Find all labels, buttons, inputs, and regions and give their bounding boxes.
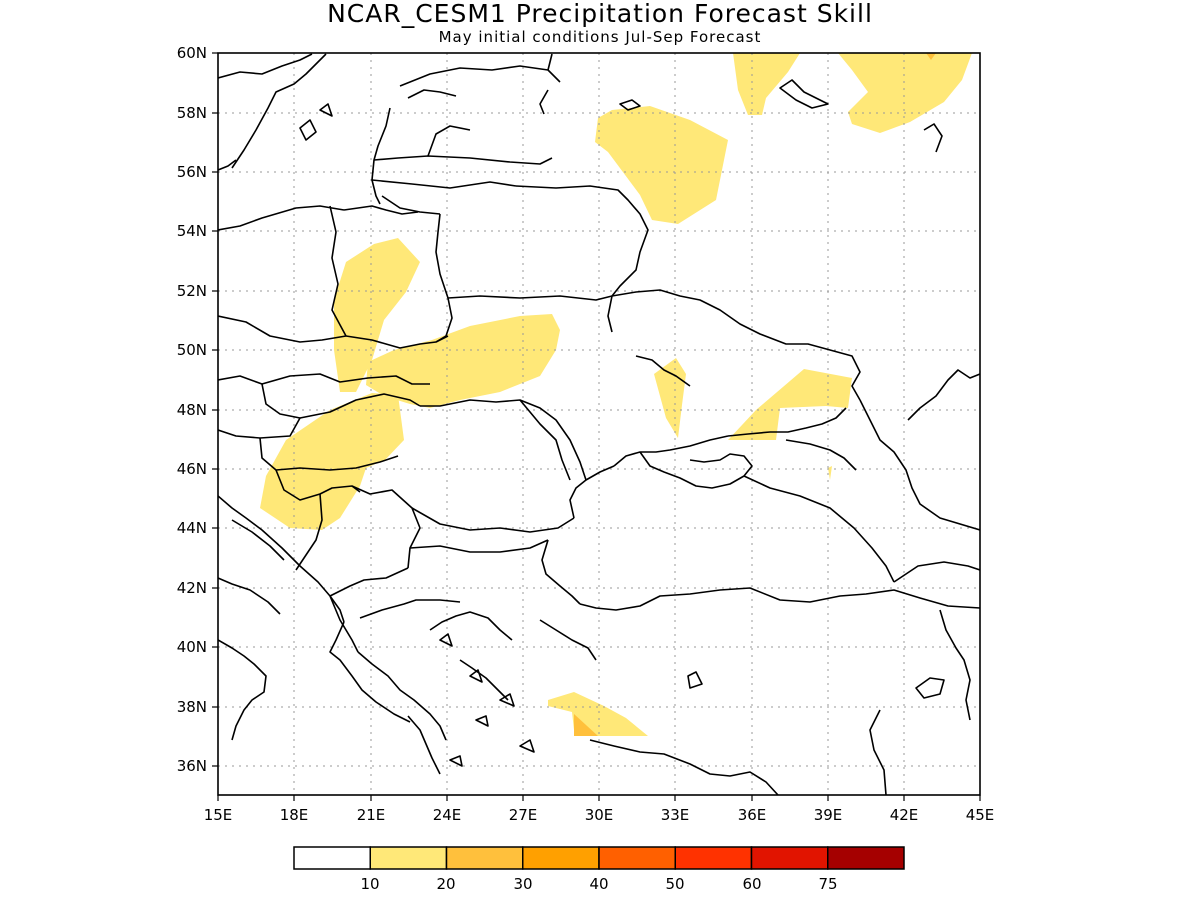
- lat-label: 38N: [177, 698, 207, 716]
- skill-region: [334, 238, 420, 392]
- coastlines-and-borders: [218, 53, 980, 795]
- lon-label: 36E: [738, 806, 767, 824]
- colorbar-label: 20: [436, 875, 455, 893]
- lat-label: 46N: [177, 460, 207, 478]
- skill-shading: [260, 53, 972, 736]
- colorbar-box: [750, 846, 829, 870]
- colorbar-label: 10: [360, 875, 379, 893]
- skill-region: [366, 314, 560, 408]
- colorbar-box: [827, 846, 905, 870]
- lon-label: 21E: [357, 806, 386, 824]
- skill-region-high: [926, 53, 936, 60]
- lon-label: 45E: [966, 806, 995, 824]
- colorbar-box: [674, 846, 753, 870]
- lat-label: 36N: [177, 757, 207, 775]
- lon-label: 33E: [661, 806, 690, 824]
- colorbar-label: 40: [589, 875, 608, 893]
- latitude-labels: 36N 38N 40N 42N 44N 46N 48N 50N 52N 54N …: [177, 44, 207, 775]
- skill-region: [728, 369, 852, 440]
- colorbar-label: 50: [665, 875, 684, 893]
- lat-label: 42N: [177, 579, 207, 597]
- lat-label: 44N: [177, 519, 207, 537]
- skill-region: [654, 358, 686, 438]
- lat-label: 40N: [177, 638, 207, 656]
- lat-label: 60N: [177, 44, 207, 62]
- lon-label: 15E: [204, 806, 233, 824]
- colorbar-box: [445, 846, 524, 870]
- lat-label: 56N: [177, 163, 207, 181]
- tick-marks: [212, 52, 981, 801]
- lat-label: 50N: [177, 341, 207, 359]
- colorbar-box: [522, 846, 600, 870]
- colorbar-label: 30: [513, 875, 532, 893]
- skill-region: [733, 53, 800, 115]
- gridlines: [218, 53, 980, 795]
- colorbar: 10 20 30 40 50 60 75: [293, 846, 905, 893]
- skill-region-high: [574, 714, 598, 736]
- skill-region: [595, 106, 728, 224]
- lon-label: 18E: [280, 806, 309, 824]
- skill-region: [260, 393, 404, 530]
- lon-label: 39E: [814, 806, 843, 824]
- colorbar-label: 60: [742, 875, 761, 893]
- lat-label: 54N: [177, 222, 207, 240]
- lon-label: 30E: [585, 806, 614, 824]
- skill-region: [838, 53, 972, 133]
- lat-label: 52N: [177, 282, 207, 300]
- colorbar-label: 75: [818, 875, 837, 893]
- skill-region: [828, 466, 832, 480]
- map-subtitle: May initial conditions Jul-Sep Forecast: [438, 28, 762, 46]
- skill-region: [548, 692, 648, 736]
- colorbar-box: [369, 846, 448, 870]
- colorbar-box: [598, 846, 676, 870]
- lon-label: 24E: [433, 806, 462, 824]
- map-title: NCAR_CESM1 Precipitation Forecast Skill: [327, 0, 873, 28]
- lon-label: 42E: [890, 806, 919, 824]
- lat-label: 48N: [177, 401, 207, 419]
- colorbar-box: [293, 846, 371, 870]
- lat-label: 58N: [177, 104, 207, 122]
- longitude-labels: 15E 18E 21E 24E 27E 30E 33E 36E 39E 42E …: [204, 806, 995, 824]
- lon-label: 27E: [509, 806, 538, 824]
